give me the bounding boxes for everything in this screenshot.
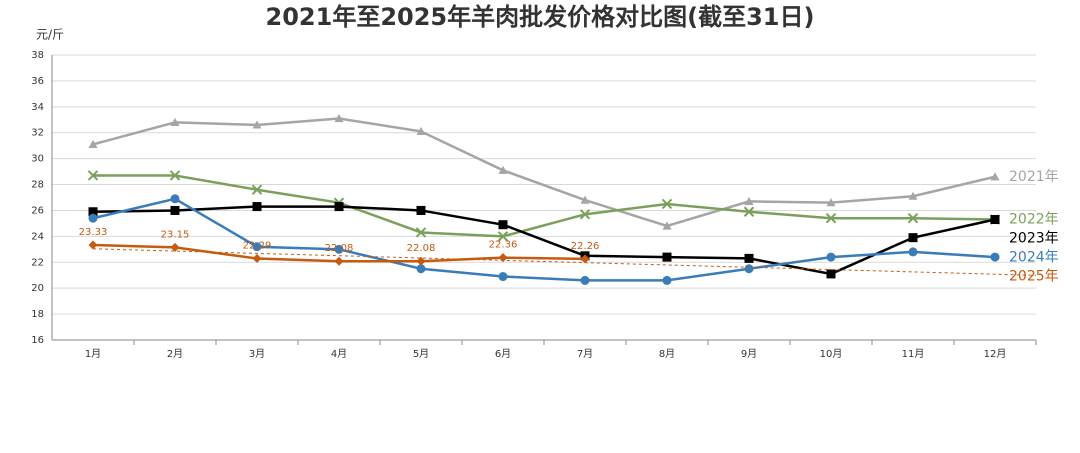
point	[334, 202, 344, 212]
point	[170, 242, 180, 252]
point	[744, 196, 754, 205]
point	[252, 254, 262, 264]
point	[252, 120, 262, 129]
y-tick-label: 20	[31, 283, 44, 294]
x-tick-label: 6月	[495, 348, 511, 360]
y-tick-label: 16	[31, 335, 44, 346]
point	[662, 275, 672, 285]
y-tick-label: 18	[31, 309, 44, 320]
point	[498, 272, 508, 282]
point	[334, 244, 344, 254]
point	[825, 213, 837, 224]
data-label: 22.08	[325, 243, 354, 254]
y-tick-label: 34	[31, 102, 44, 113]
x-tick-label: 8月	[659, 348, 675, 360]
point	[661, 198, 673, 210]
x-tick-label: 11月	[902, 348, 925, 360]
y-tick-label: 28	[31, 180, 44, 191]
point	[907, 213, 919, 224]
point	[88, 207, 98, 217]
point	[170, 194, 180, 204]
x-tick-label: 5月	[413, 348, 429, 360]
point	[252, 202, 262, 212]
series-label: 2022年	[1009, 212, 1059, 228]
x-tick-label: 10月	[820, 348, 843, 360]
point	[826, 252, 836, 262]
point	[908, 233, 918, 243]
point	[743, 206, 755, 217]
point	[580, 254, 590, 264]
point	[990, 172, 1000, 181]
point	[416, 126, 426, 136]
data-label: 22.29	[243, 241, 272, 252]
data-label: 22.08	[407, 243, 436, 254]
point	[990, 252, 1000, 262]
point	[908, 191, 918, 200]
point	[580, 195, 590, 204]
series-label: 2021年	[1009, 169, 1059, 185]
y-tick-label: 22	[31, 257, 44, 268]
point	[498, 220, 508, 230]
point	[170, 117, 180, 126]
point	[88, 213, 98, 223]
x-tick-label: 3月	[249, 348, 265, 360]
point	[826, 269, 836, 279]
series-line	[92, 205, 996, 276]
y-tick-label: 30	[31, 154, 44, 165]
point	[744, 253, 754, 263]
point	[744, 264, 754, 274]
x-tick-label: 1月	[85, 348, 101, 360]
point	[498, 165, 508, 174]
series-line	[93, 174, 996, 238]
series-line	[92, 197, 996, 282]
point	[662, 252, 672, 262]
point	[416, 264, 426, 274]
point	[88, 139, 98, 148]
series-label: 2024年	[1009, 250, 1059, 266]
x-tick-label: 9月	[741, 348, 757, 360]
x-tick-label: 4月	[331, 348, 347, 360]
point	[252, 242, 262, 252]
point	[908, 247, 918, 257]
series-line	[92, 117, 996, 228]
point	[579, 209, 591, 220]
data-label: 23.15	[161, 229, 190, 240]
chart-title: 2021年至2025年羊肉批发价格对比图(截至31日)	[266, 3, 815, 31]
y-tick-label: 24	[31, 231, 44, 242]
point	[498, 253, 508, 263]
point	[170, 205, 180, 215]
data-label: 22.36	[489, 240, 518, 251]
x-tick-label: 12月	[984, 348, 1007, 360]
point	[169, 170, 181, 181]
y-axis-label: 元/斤	[36, 28, 64, 42]
point	[826, 198, 836, 207]
point	[251, 184, 263, 195]
point	[497, 231, 509, 242]
point	[990, 215, 1000, 225]
data-label: 22.26	[571, 241, 600, 252]
y-tick-label: 36	[31, 76, 44, 87]
data-label: 23.33	[79, 227, 108, 238]
point	[334, 256, 344, 266]
y-tick-label: 26	[31, 205, 44, 216]
point	[416, 256, 426, 266]
point	[88, 240, 98, 250]
point	[580, 275, 590, 285]
point	[415, 227, 427, 238]
y-tick-label: 32	[31, 128, 44, 139]
point	[334, 113, 344, 123]
series-label: 2023年	[1009, 231, 1059, 247]
trendline	[92, 248, 1037, 276]
point	[416, 205, 426, 215]
x-tick-label: 7月	[577, 348, 593, 360]
point	[662, 221, 672, 230]
point	[87, 170, 99, 181]
y-tick-label: 38	[31, 50, 44, 61]
series-label: 2025年	[1009, 269, 1059, 285]
x-tick-label: 2月	[167, 348, 183, 360]
